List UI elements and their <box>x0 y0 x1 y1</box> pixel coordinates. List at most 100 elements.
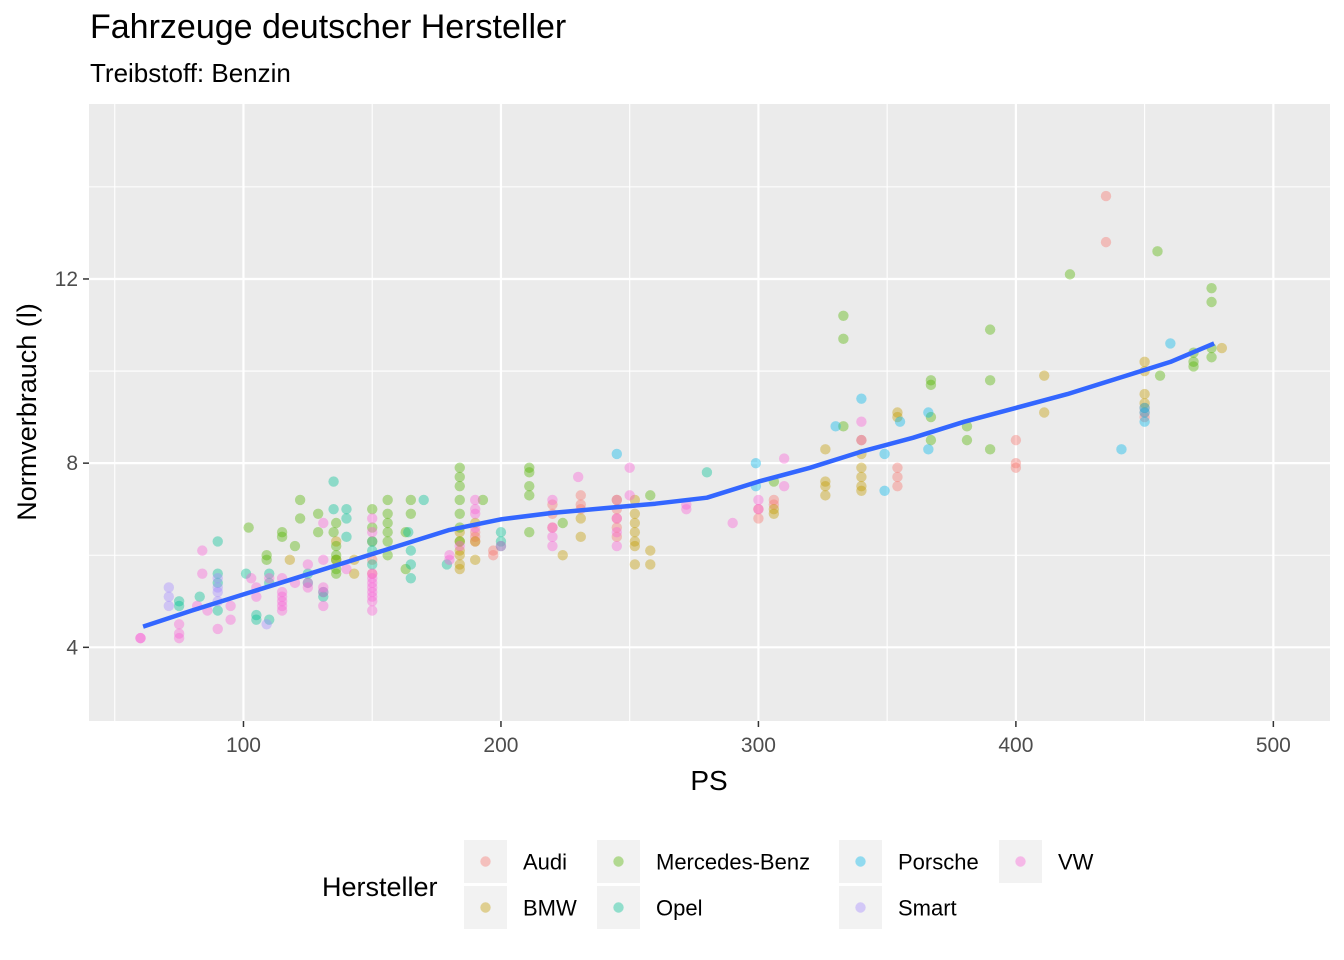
legend-keys: Audi BMW Mercedes-Benz Opel Porsche Smart VW <box>464 840 1094 929</box>
data-point-mercedes-benz <box>1206 282 1217 294</box>
data-point-mercedes-benz <box>330 540 342 552</box>
data-point-bmw <box>645 545 656 556</box>
data-point-opel <box>405 573 417 584</box>
legend-label-porsche: Porsche <box>898 850 979 875</box>
data-point-bmw <box>768 503 780 515</box>
data-point-vw <box>318 517 329 529</box>
data-point-vw <box>367 568 378 579</box>
data-point-vw <box>367 605 378 616</box>
data-point-vw <box>778 453 790 464</box>
plot-panel <box>89 104 1330 721</box>
data-point-porsche <box>611 448 623 460</box>
data-point-vw <box>212 623 223 635</box>
data-point-mercedes-benz <box>645 490 656 501</box>
data-point-opel <box>441 559 453 570</box>
data-point-vw <box>318 600 329 612</box>
legend-label-opel: Opel <box>656 896 702 921</box>
data-point-mercedes-benz <box>524 462 535 473</box>
data-point-vw <box>572 471 584 483</box>
data-point-vw <box>197 568 208 579</box>
data-point-opel <box>240 568 252 579</box>
data-point-porsche <box>879 448 890 460</box>
data-point-vw <box>470 503 481 515</box>
data-point-bmw <box>629 527 641 538</box>
x-tick-label: 500 <box>1256 734 1291 757</box>
data-point-mercedes-benz <box>925 434 937 446</box>
data-point-mercedes-benz <box>276 527 288 538</box>
data-point-vw <box>318 586 329 598</box>
data-point-audi <box>1139 411 1150 423</box>
data-point-smart <box>163 600 175 612</box>
data-point-porsche <box>894 416 906 427</box>
data-point-mercedes-benz <box>382 527 393 538</box>
data-point-opel <box>264 614 275 625</box>
data-point-mercedes-benz <box>400 563 411 575</box>
data-point-mercedes-benz <box>1154 370 1166 381</box>
data-point-audi <box>547 522 558 533</box>
data-point-audi <box>488 550 499 561</box>
data-point-bmw <box>330 536 342 547</box>
data-point-vw <box>611 494 623 506</box>
data-point-bmw <box>611 494 623 506</box>
data-point-vw <box>173 632 185 644</box>
data-point-mercedes-benz <box>289 540 301 552</box>
data-point-audi <box>1010 457 1022 469</box>
data-point-vw <box>367 527 378 538</box>
data-point-mercedes-benz <box>838 310 849 322</box>
data-point-opel <box>212 577 223 589</box>
data-point-porsche <box>830 421 841 432</box>
data-point-bmw <box>1039 370 1050 381</box>
data-point-bmw <box>856 471 867 483</box>
data-point-vw <box>276 600 288 612</box>
data-point-audi <box>768 499 780 510</box>
data-point-vw <box>470 508 481 519</box>
y-tick-label: 4 <box>66 636 78 659</box>
data-point-vw <box>173 628 185 639</box>
data-point-mercedes-benz <box>382 550 393 561</box>
data-point-vw <box>367 591 378 602</box>
data-point-opel <box>403 527 414 538</box>
data-point-mercedes-benz <box>454 480 465 492</box>
data-point-vw <box>341 563 352 575</box>
data-point-vw <box>367 577 378 589</box>
data-point-porsche <box>923 444 934 455</box>
data-point-opel <box>318 586 329 598</box>
data-point-audi <box>892 471 903 483</box>
data-point-mercedes-benz <box>294 494 306 506</box>
data-point-vw <box>856 434 867 446</box>
data-point-bmw <box>629 536 641 547</box>
data-point-mercedes-benz <box>925 411 937 423</box>
data-point-vw <box>444 554 455 566</box>
data-point-opel <box>173 600 185 612</box>
legend-key-bmw <box>464 886 507 929</box>
data-point-vw <box>173 619 185 630</box>
data-point-bmw <box>454 563 465 575</box>
data-point-porsche <box>879 485 890 496</box>
data-point-bmw <box>768 508 780 519</box>
data-point-audi <box>470 531 481 543</box>
data-point-mercedes-benz <box>400 527 411 538</box>
data-point-mercedes-benz <box>405 494 417 506</box>
data-point-bmw <box>575 531 586 543</box>
x-tick-label: 200 <box>483 734 518 757</box>
data-point-opel <box>495 540 507 552</box>
data-point-vw <box>318 554 329 566</box>
data-point-mercedes-benz <box>454 508 465 519</box>
data-point-porsche <box>1139 407 1150 418</box>
data-point-vw <box>495 540 507 552</box>
data-point-bmw <box>1139 398 1150 409</box>
data-point-mercedes-benz <box>1206 352 1217 363</box>
data-point-vw <box>302 582 314 593</box>
legend-marker-porsche <box>855 856 866 867</box>
data-point-vw <box>367 573 378 584</box>
data-point-porsche <box>1139 416 1150 427</box>
data-point-audi <box>575 490 586 501</box>
data-point-bmw <box>892 407 903 418</box>
data-point-mercedes-benz <box>405 508 417 519</box>
data-point-audi <box>1139 407 1150 418</box>
data-point-vw <box>367 586 378 598</box>
data-point-porsche <box>750 457 762 469</box>
data-point-vw <box>135 632 146 644</box>
data-point-audi <box>470 527 481 538</box>
data-point-opel <box>367 559 378 570</box>
